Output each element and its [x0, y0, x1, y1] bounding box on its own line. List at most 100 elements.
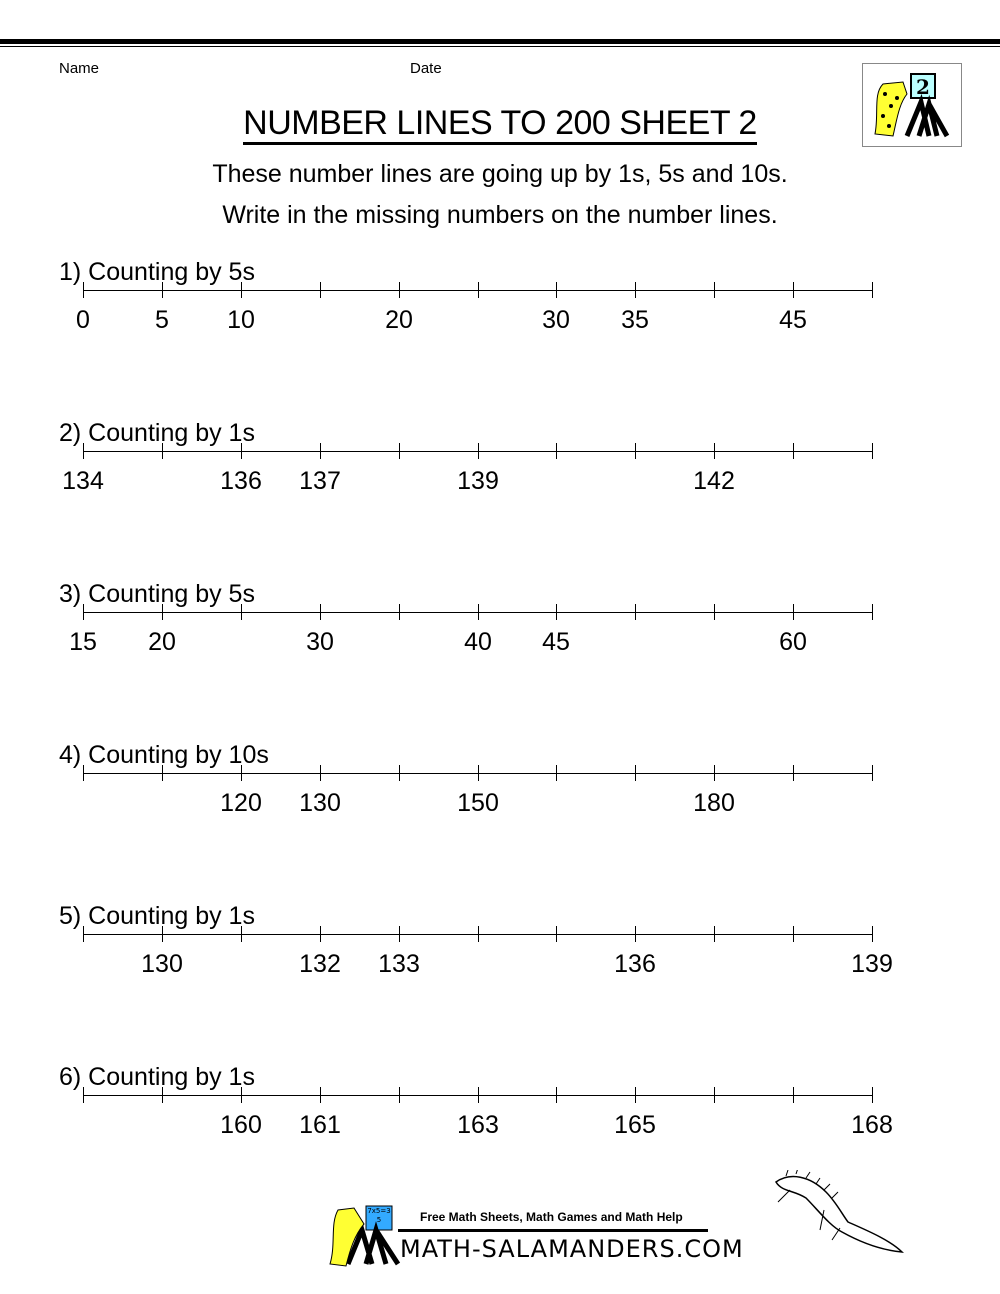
- number-line: [83, 773, 872, 774]
- tick-label: 139: [457, 467, 499, 495]
- tick-mark: [162, 1087, 163, 1103]
- number-line: [83, 934, 872, 935]
- tick-label: 30: [542, 306, 570, 334]
- tick-mark: [793, 1087, 794, 1103]
- number-line: [83, 612, 872, 613]
- tick-mark: [793, 443, 794, 459]
- tick-mark: [241, 282, 242, 298]
- tick-mark: [635, 926, 636, 942]
- tick-label: 45: [542, 628, 570, 656]
- footer-divider: [398, 1229, 708, 1232]
- tick-mark: [162, 443, 163, 459]
- tick-mark: [793, 926, 794, 942]
- footer-brand: MATH-SALAMANDERS.COM: [400, 1235, 744, 1263]
- tick-mark: [241, 926, 242, 942]
- footer-logo: [326, 1200, 401, 1273]
- problem-6: 6) Counting by 1s 160 161 163 165 168: [0, 1063, 1000, 1238]
- tick-mark: [872, 765, 873, 781]
- tick-mark: [241, 765, 242, 781]
- salamander-drawing: [770, 1167, 910, 1265]
- footer-board-text: 7x5=35: [367, 1207, 391, 1224]
- tick-mark: [872, 926, 873, 942]
- tick-label: 40: [464, 628, 492, 656]
- problem-title: 4) Counting by 10s: [59, 741, 269, 769]
- tick-label: 136: [614, 950, 656, 978]
- tick-mark: [556, 1087, 557, 1103]
- problem-title: 3) Counting by 5s: [59, 580, 255, 608]
- tick-mark: [714, 282, 715, 298]
- tick-mark: [320, 282, 321, 298]
- tick-mark: [478, 443, 479, 459]
- number-line: [83, 290, 872, 291]
- tick-mark: [478, 926, 479, 942]
- tick-label: 136: [220, 467, 262, 495]
- tick-mark: [478, 282, 479, 298]
- problem-1: 1) Counting by 5s 0 5 10 20 30 35 45: [0, 258, 1000, 433]
- tick-label: 134: [62, 467, 104, 495]
- tick-label: 142: [693, 467, 735, 495]
- tick-mark: [556, 604, 557, 620]
- tick-label: 133: [378, 950, 420, 978]
- salamander-logo: 2: [862, 63, 962, 147]
- tick-mark: [320, 765, 321, 781]
- problem-title: 5) Counting by 1s: [59, 902, 255, 930]
- tick-mark: [399, 1087, 400, 1103]
- tick-mark: [241, 1087, 242, 1103]
- tick-mark: [320, 443, 321, 459]
- number-line: [83, 1095, 872, 1096]
- tick-mark: [872, 604, 873, 620]
- tick-label: 180: [693, 789, 735, 817]
- tick-label: 60: [779, 628, 807, 656]
- tick-mark: [872, 1087, 873, 1103]
- tick-label: 35: [621, 306, 649, 334]
- instruction-1: These number lines are going up by 1s, 5…: [212, 160, 788, 188]
- tick-mark: [320, 604, 321, 620]
- tick-mark: [793, 604, 794, 620]
- tick-mark: [635, 604, 636, 620]
- tick-label: 20: [385, 306, 413, 334]
- tick-mark: [320, 1087, 321, 1103]
- tick-mark: [635, 282, 636, 298]
- tick-mark: [714, 926, 715, 942]
- tick-label: 168: [851, 1111, 893, 1139]
- problem-4: 4) Counting by 10s 120 130 150 180: [0, 741, 1000, 916]
- problem-title: 6) Counting by 1s: [59, 1063, 255, 1091]
- tick-mark: [83, 926, 84, 942]
- tick-mark: [399, 604, 400, 620]
- tick-mark: [635, 765, 636, 781]
- tick-label: 5: [155, 306, 169, 334]
- tick-label: 163: [457, 1111, 499, 1139]
- tick-label: 160: [220, 1111, 262, 1139]
- tick-label: 137: [299, 467, 341, 495]
- tick-mark: [872, 443, 873, 459]
- tick-label: 130: [141, 950, 183, 978]
- problem-title: 1) Counting by 5s: [59, 258, 255, 286]
- tick-label: 132: [299, 950, 341, 978]
- page-title: NUMBER LINES TO 200 SHEET 2: [0, 104, 1000, 145]
- tick-label: 120: [220, 789, 262, 817]
- tick-label: 161: [299, 1111, 341, 1139]
- problem-title: 2) Counting by 1s: [59, 419, 255, 447]
- tick-mark: [556, 443, 557, 459]
- tick-mark: [241, 604, 242, 620]
- tick-mark: [714, 604, 715, 620]
- tick-label: 165: [614, 1111, 656, 1139]
- tick-label: 20: [148, 628, 176, 656]
- footer-tagline: Free Math Sheets, Math Games and Math He…: [420, 1210, 683, 1224]
- name-label: Name: [59, 60, 100, 77]
- tick-label: 10: [227, 306, 255, 334]
- tick-mark: [162, 765, 163, 781]
- tick-mark: [556, 282, 557, 298]
- tick-mark: [83, 282, 84, 298]
- tick-mark: [399, 443, 400, 459]
- tick-mark: [241, 443, 242, 459]
- tick-mark: [478, 1087, 479, 1103]
- top-border-thin: [0, 46, 1000, 47]
- instruction-2: Write in the missing numbers on the numb…: [222, 201, 778, 229]
- tick-mark: [793, 282, 794, 298]
- tick-mark: [793, 765, 794, 781]
- tick-mark: [556, 926, 557, 942]
- tick-mark: [714, 1087, 715, 1103]
- tick-mark: [399, 765, 400, 781]
- logo-number: 2: [916, 75, 930, 99]
